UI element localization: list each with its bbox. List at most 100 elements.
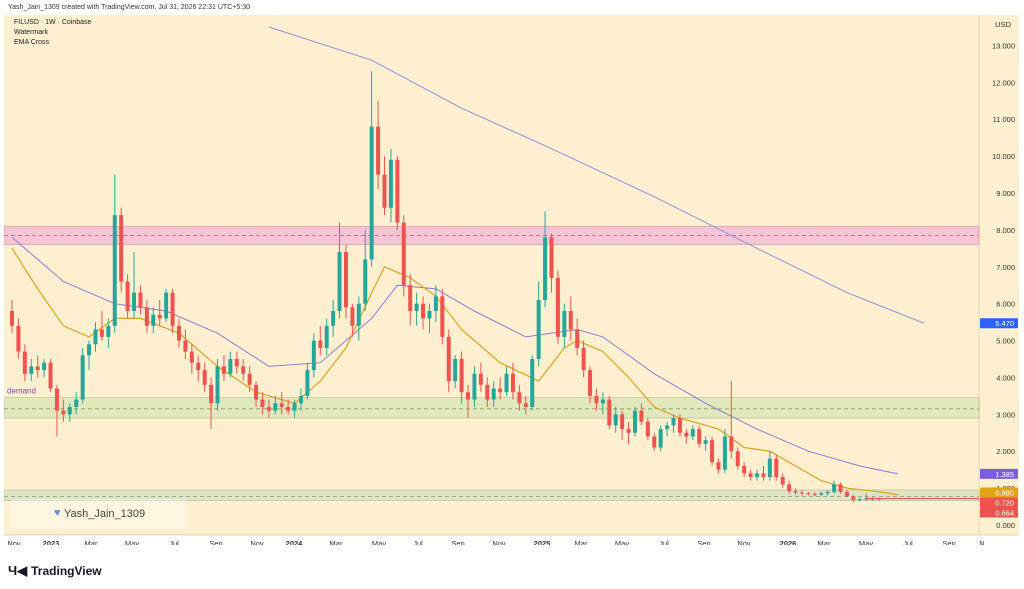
zone-resistance (4, 225, 980, 245)
price-tick-label: 10.000 (992, 152, 1015, 161)
candle-body (350, 307, 355, 326)
candle-body (74, 399, 79, 407)
candle-body (189, 351, 194, 363)
candle-body (331, 311, 336, 326)
time-tick-label: Jul (659, 539, 669, 545)
candle-body (844, 491, 849, 497)
candle-body (767, 458, 772, 478)
price-label-tag (980, 468, 1018, 479)
candle-body (562, 311, 567, 337)
candle-body (292, 403, 297, 411)
candle-body (151, 314, 156, 326)
legend-symbol: FILUSD · 1W · Coinbase (14, 19, 92, 26)
time-tick-label: 2024 (286, 539, 304, 545)
tradingview-logo[interactable]: Ч◀ TradingView (8, 563, 102, 579)
price-label-text: 0.880 (995, 489, 1014, 498)
candle-body (620, 414, 625, 430)
candle-body (48, 362, 53, 389)
candle-body (408, 285, 413, 312)
candle-body (555, 277, 560, 337)
candle-body (761, 473, 766, 478)
candle-body (35, 366, 40, 371)
candle-body (806, 493, 811, 495)
candle-body (588, 370, 593, 396)
candle-body (825, 491, 830, 494)
price-tick-label: 5.000 (996, 337, 1015, 346)
candle-body (536, 299, 541, 359)
candle-body (697, 429, 702, 444)
price-tick-label: 13.000 (992, 41, 1015, 50)
candle-body (324, 325, 329, 348)
candle-body (459, 359, 464, 393)
candle-body (343, 252, 348, 308)
price-tick-label: 4.000 (996, 373, 1015, 382)
candle-body (215, 366, 220, 404)
candle-body (61, 410, 66, 415)
candle-body (446, 336, 451, 382)
candle-body (485, 384, 490, 400)
candle-body (369, 126, 374, 260)
candle-body (427, 311, 432, 319)
candle-body (209, 384, 214, 404)
long-moving-average-line (268, 26, 925, 324)
candle-body (832, 484, 837, 492)
candle-body (112, 215, 117, 326)
candle-body (170, 292, 175, 326)
candle-body (478, 373, 483, 385)
candle-body (132, 292, 137, 312)
time-tick-label: Nov (492, 539, 506, 545)
candle-body (543, 237, 548, 300)
candle-body (157, 314, 162, 319)
candle-body (780, 477, 785, 485)
price-axis-background (979, 15, 1019, 535)
candle-body (221, 366, 226, 374)
currency-label: USD (995, 20, 1011, 29)
candle-body (864, 498, 869, 500)
candle-body (710, 440, 715, 463)
candle-body (690, 429, 695, 437)
time-tick-label: 2023 (43, 539, 60, 545)
candle-body (755, 473, 760, 478)
candle-body (575, 329, 580, 348)
price-label-text: 0.664 (995, 509, 1014, 518)
candle-body (286, 406, 291, 411)
candle-body (42, 362, 47, 371)
candle-body (729, 436, 734, 452)
zone-demand (4, 397, 980, 419)
time-tick-label: Mar (85, 539, 98, 545)
tradingview-brand: TradingView (31, 564, 102, 578)
candle-body (164, 292, 169, 319)
price-label-tag (980, 487, 1018, 498)
candle-body (517, 392, 522, 404)
price-label-text: 5.470 (995, 319, 1014, 328)
candle-body (299, 395, 304, 404)
candle-body (138, 292, 143, 308)
candle-body (504, 373, 509, 393)
candle-body (613, 414, 618, 426)
candle-body (639, 410, 644, 422)
candle-body (735, 451, 740, 466)
candle-body (54, 388, 59, 411)
candle-body (819, 493, 824, 495)
candle-body (318, 340, 323, 348)
price-chart[interactable]: demand0.0001.0002.0003.0004.0005.0006.00… (4, 15, 1019, 545)
time-tick-label: Sep (697, 539, 710, 545)
time-tick-label: Jul (413, 539, 423, 545)
candle-body (703, 440, 708, 444)
price-tick-label: 6.000 (996, 300, 1015, 309)
candle-body (799, 492, 804, 494)
chart-frame[interactable]: demand0.0001.0002.0003.0004.0005.0006.00… (4, 15, 1019, 545)
candle-body (29, 366, 34, 374)
candle-body (440, 296, 445, 337)
time-tick-label: May (859, 539, 873, 545)
candle-body (677, 418, 682, 433)
candle-body (388, 159, 393, 208)
candle-body (645, 421, 650, 437)
candle-body (401, 222, 406, 286)
candle-body (183, 340, 188, 352)
legend-watermark: Watermark (14, 29, 48, 36)
candle-body (80, 355, 85, 400)
candle-body (414, 303, 419, 312)
time-tick-label: Sep (942, 539, 955, 545)
candle-body (305, 370, 310, 396)
